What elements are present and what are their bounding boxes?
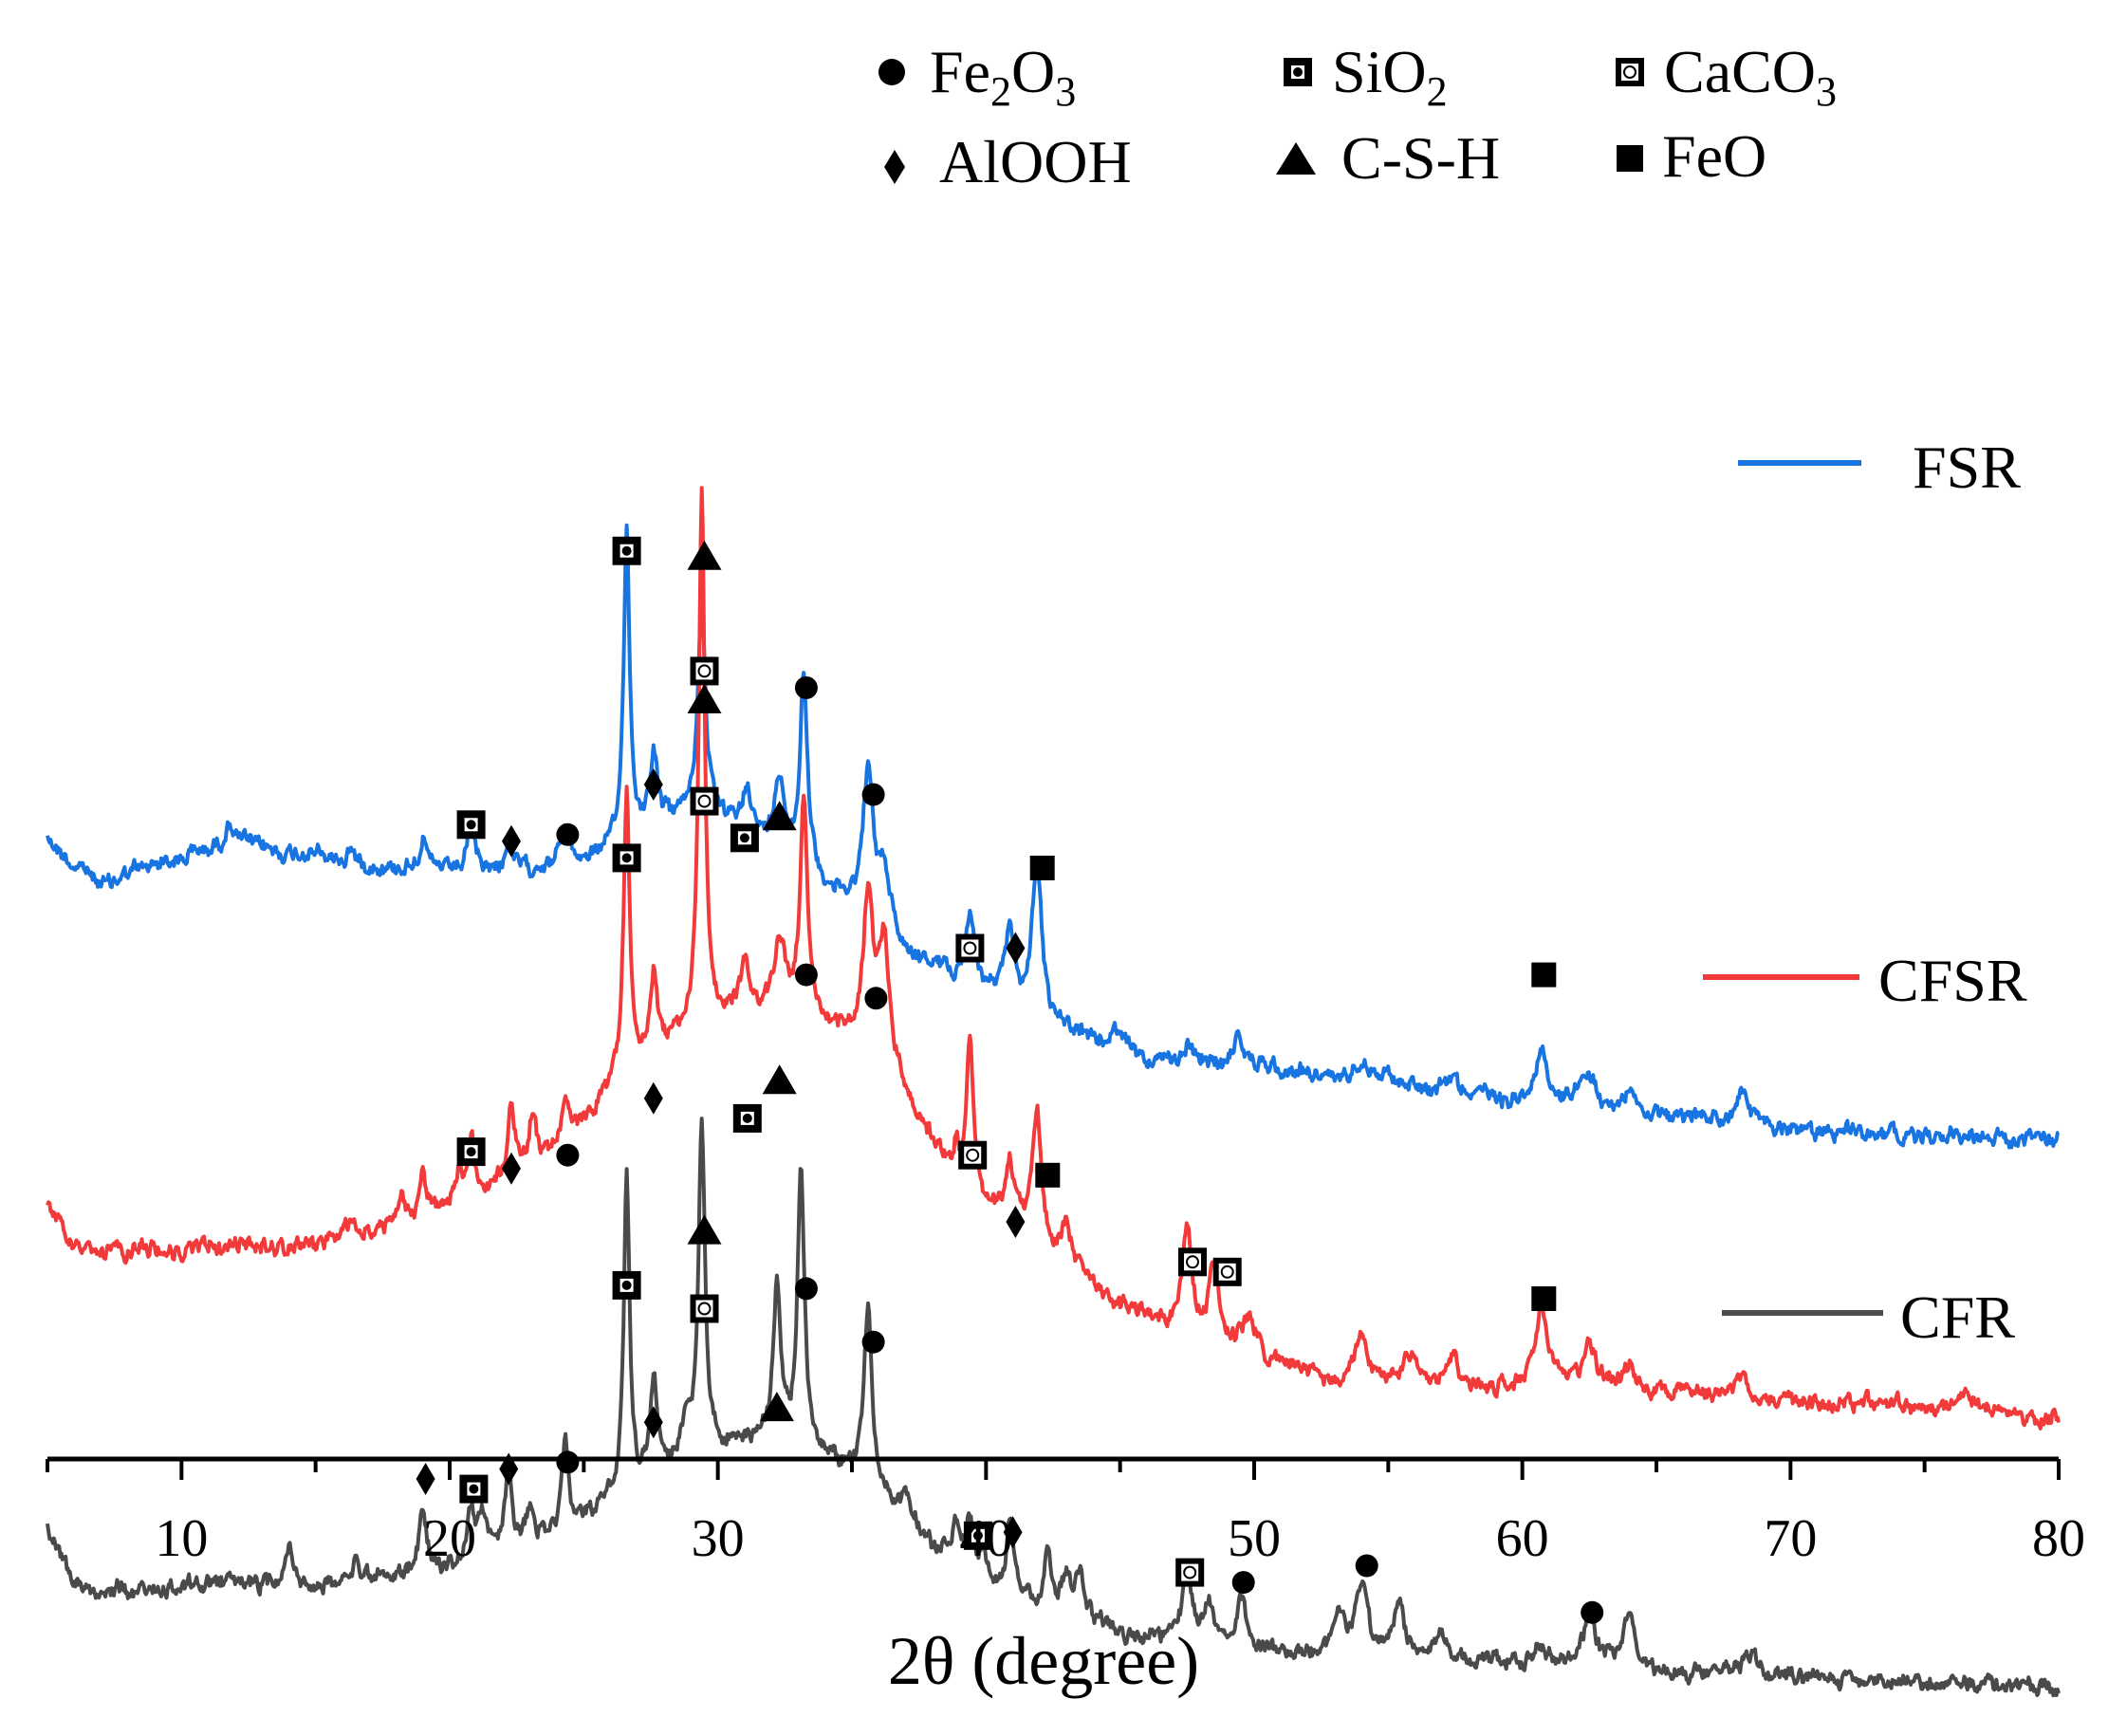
peak-markers <box>416 536 1604 1624</box>
peak-marker-cfsr-fe2o3-2 <box>556 1143 580 1167</box>
sio2-marker-icon <box>1284 58 1312 86</box>
legend-label-fe2o3: Fe2O3 <box>930 38 1076 115</box>
phase-legend: Fe2O3 SiO2 CaCO3 AlOOH C-S-H FeO <box>878 38 1837 195</box>
legend-entry-caco3: CaCO3 <box>1616 38 1837 115</box>
x-tick-label-50: 50 <box>1228 1509 1281 1568</box>
peak-marker-cfsr-fe2o3-9 <box>794 963 818 987</box>
peak-marker-fsr-sio2-7 <box>730 823 759 853</box>
series-legend: FSR CFSR CFR <box>1703 434 2027 1351</box>
peak-marker-cfsr-sio2-0 <box>456 1137 486 1167</box>
legend-label-fsr: FSR <box>1913 434 2021 501</box>
peak-marker-cfsr-fe2o3-10 <box>864 987 888 1010</box>
legend-entry-alooh: AlOOH <box>884 128 1132 195</box>
x-tick-label-30: 30 <box>692 1509 745 1568</box>
peak-marker-cfsr-alooh-12 <box>1006 1206 1026 1238</box>
peak-marker-cfr-alooh-0 <box>416 1463 435 1495</box>
feo-marker-icon <box>1617 145 1643 172</box>
legend-entry-fe2o3: Fe2O3 <box>878 38 1076 115</box>
x-tick-label-10: 10 <box>155 1509 208 1568</box>
peak-marker-fsr-sio2-0 <box>456 810 486 840</box>
series-line-cfr <box>46 1117 2061 1698</box>
peak-marker-cfr-fe2o3-9 <box>794 1277 818 1301</box>
legend-entry-feo: FeO <box>1617 122 1766 190</box>
peak-marker-fsr-alooh-1 <box>502 824 521 858</box>
peak-marker-fsr-caco3-11 <box>955 933 985 963</box>
x-ticks: 10 20 30 40 50 60 70 80 <box>46 1459 2085 1568</box>
peak-marker-fsr-c-s-h-8 <box>762 801 797 831</box>
peak-marker-cfr-alooh-5 <box>643 1406 663 1439</box>
x-tick-label-80: 80 <box>2032 1509 2085 1568</box>
peak-marker-cfsr-alooh-1 <box>502 1152 521 1185</box>
peak-marker-fsr-alooh-12 <box>1006 932 1026 965</box>
peak-marker-fsr-fe2o3-9 <box>794 676 818 699</box>
peak-marker-cfr-alooh-12 <box>1003 1516 1023 1549</box>
peak-marker-cfr-fe2o3-3 <box>556 1450 580 1474</box>
peak-marker-cfr-fe2o3-10 <box>861 1330 885 1354</box>
peak-marker-cfsr-c-s-h-5 <box>687 684 722 713</box>
peak-marker-cfsr-alooh-4 <box>643 1081 663 1115</box>
peak-marker-cfsr-caco3-14 <box>1178 1247 1207 1277</box>
legend-label-cfr: CFR <box>1900 1284 2015 1351</box>
peak-marker-fsr-c-s-h-4 <box>687 540 722 570</box>
peak-marker-cfsr-sio2-7 <box>732 1103 762 1133</box>
peak-marker-cfsr-sio2-3 <box>612 843 641 873</box>
peak-marker-fsr-fe2o3-10 <box>861 783 885 806</box>
peak-marker-fsr-alooh-6 <box>643 768 663 801</box>
peak-marker-cfsr-feo-16 <box>1531 1286 1557 1311</box>
peak-marker-cfr-sio2-4 <box>612 1270 641 1300</box>
peak-marker-cfr-c-s-h-8 <box>759 1392 794 1422</box>
peak-marker-cfr-fe2o3-15 <box>1355 1554 1378 1578</box>
legend-entry-csh: C-S-H <box>1276 124 1500 192</box>
x-axis-label: 2θ (degree) <box>888 1623 1199 1699</box>
legend-label-alooh: AlOOH <box>939 128 1132 195</box>
alooh-marker-icon <box>884 150 905 184</box>
x-tick-label-70: 70 <box>1764 1509 1817 1568</box>
peak-marker-fsr-feo-13 <box>1029 856 1055 880</box>
xrd-curves <box>46 486 2061 1698</box>
legend-label-cfsr: CFSR <box>1878 947 2027 1014</box>
peak-marker-fsr-feo-14 <box>1531 962 1557 988</box>
peak-marker-fsr-fe2o3-2 <box>556 822 580 846</box>
peak-marker-cfr-fe2o3-16 <box>1581 1600 1604 1624</box>
peak-marker-cfr-sio2-11 <box>963 1521 992 1550</box>
x-tick-label-40: 40 <box>959 1509 1012 1568</box>
peak-marker-cfr-c-s-h-6 <box>687 1214 722 1245</box>
legend-label-feo: FeO <box>1662 122 1766 190</box>
x-tick-label-20: 20 <box>423 1509 476 1568</box>
fe2o3-marker-icon <box>878 59 905 85</box>
peak-marker-cfr-fe2o3-14 <box>1231 1571 1255 1595</box>
peak-marker-cfr-caco3-7 <box>690 1294 719 1323</box>
legend-label-sio2: SiO2 <box>1332 38 1448 115</box>
peak-marker-cfr-caco3-13 <box>1175 1558 1205 1587</box>
series-line-fsr <box>46 523 2061 1150</box>
series-line-cfsr <box>46 486 2061 1431</box>
caco3-marker-icon <box>1616 58 1644 86</box>
csh-marker-icon <box>1276 142 1316 175</box>
peak-marker-cfr-sio2-1 <box>459 1474 489 1504</box>
peak-marker-cfsr-feo-13 <box>1035 1162 1061 1188</box>
peak-marker-cfsr-caco3-15 <box>1212 1257 1242 1286</box>
legend-label-csh: C-S-H <box>1341 124 1500 192</box>
legend-entry-sio2: SiO2 <box>1284 38 1448 115</box>
peak-marker-cfsr-c-s-h-8 <box>762 1064 797 1095</box>
legend-label-caco3: CaCO3 <box>1664 38 1837 115</box>
x-tick-label-60: 60 <box>1496 1509 1549 1568</box>
peak-marker-fsr-sio2-3 <box>612 536 641 565</box>
peak-marker-cfsr-caco3-6 <box>690 786 719 816</box>
peak-marker-cfsr-caco3-11 <box>958 1140 988 1170</box>
peak-marker-fsr-caco3-5 <box>690 656 719 686</box>
